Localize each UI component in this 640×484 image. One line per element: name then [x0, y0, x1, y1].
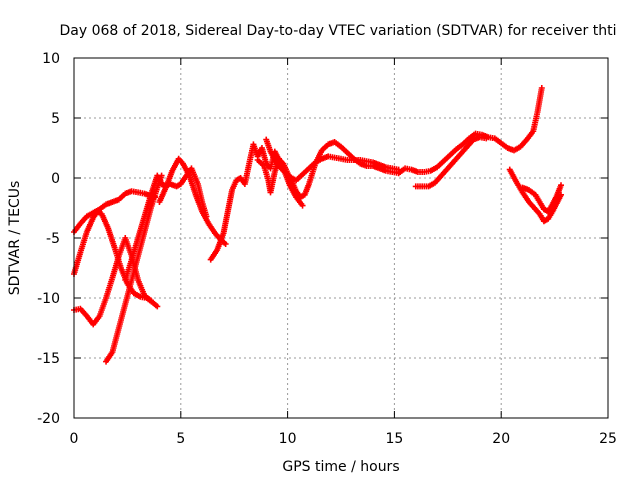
y-tick-label: 10 — [42, 51, 60, 67]
data-point — [147, 297, 154, 304]
series-6 — [156, 155, 229, 247]
x-tick-label: 20 — [492, 431, 510, 447]
x-axis-label: GPS time / hours — [282, 459, 399, 475]
data-series — [71, 85, 565, 365]
data-point — [558, 182, 565, 189]
series-9 — [254, 155, 306, 209]
data-point — [154, 303, 161, 310]
data-point — [395, 166, 402, 173]
series-12 — [519, 182, 565, 215]
series-11 — [506, 166, 565, 225]
y-axis-label: SDTVAR / TECUs — [7, 181, 23, 296]
series-5 — [122, 165, 210, 283]
grid-lines — [74, 58, 608, 418]
y-tick-label: -20 — [37, 411, 60, 427]
series-3 — [71, 235, 154, 328]
series-10 — [412, 134, 490, 190]
x-tick-label: 15 — [385, 431, 403, 447]
chart-title: Day 068 of 2018, Sidereal Day-to-day VTE… — [60, 23, 617, 39]
y-tick-label: 5 — [51, 111, 60, 127]
series-7 — [207, 85, 545, 263]
data-point — [299, 202, 306, 209]
axis-tick-labels: 0 5 10 15 20 25 -20 -15 -10 -5 0 5 10 — [37, 51, 617, 447]
x-tick-label: 10 — [279, 431, 297, 447]
data-point — [538, 85, 545, 91]
y-tick-label: 0 — [51, 171, 60, 187]
data-point — [222, 241, 229, 247]
axis-ticks — [73, 57, 609, 419]
y-tick-label: -10 — [37, 291, 60, 307]
x-tick-label: 25 — [599, 431, 617, 447]
y-tick-label: -5 — [46, 231, 60, 247]
y-tick-label: -15 — [37, 351, 60, 367]
data-point — [483, 135, 490, 142]
x-tick-label: 5 — [176, 431, 185, 447]
x-tick-label: 0 — [70, 431, 79, 447]
